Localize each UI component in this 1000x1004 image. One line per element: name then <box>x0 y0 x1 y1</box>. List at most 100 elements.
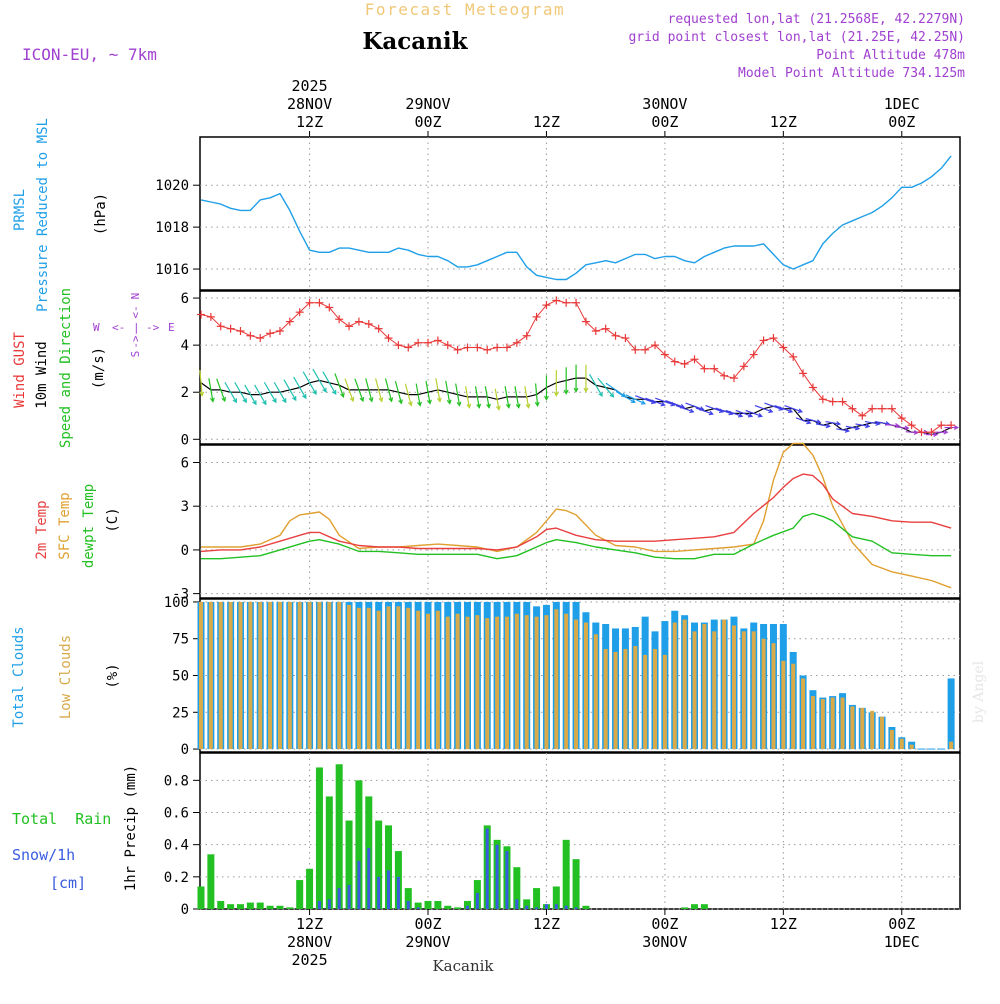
wind-direction-arrow <box>283 379 297 402</box>
wind-arrow-head <box>505 403 511 409</box>
wind-arrow-head <box>573 387 579 393</box>
wind-gust-marker <box>907 421 916 430</box>
compass-s: S <box>129 351 142 358</box>
snow-bar <box>387 870 391 909</box>
low-cloud-bar <box>583 622 588 750</box>
wind-direction-arrow <box>273 381 287 404</box>
precip-unit: 1hr Precip (mm) <box>123 765 139 891</box>
point-altitude: Point Altitude 478m <box>816 48 965 63</box>
wind-arrow-head <box>340 392 345 399</box>
wind-arrow-head <box>262 400 267 406</box>
compass-e: E <box>168 321 175 334</box>
wind-gust-marker <box>384 334 393 343</box>
wind-gust-marker <box>285 317 294 326</box>
app-title: Forecast Meteogram <box>365 0 565 19</box>
wind-arrow-shaft <box>283 379 297 401</box>
snow-bar <box>495 844 499 909</box>
wind-arrow-shaft <box>524 386 530 408</box>
top-time-label: 30NOV <box>642 95 687 113</box>
wind-direction-arrow <box>254 384 267 406</box>
wind-arrow-shaft <box>655 397 675 406</box>
wind-direction-arrow <box>784 404 804 414</box>
low-cloud-bar <box>593 634 598 750</box>
pressure-label-1: PRMSL <box>12 189 28 231</box>
wind-arrow-head <box>630 398 636 403</box>
y-tick-label: -3 <box>172 587 189 603</box>
grid-point-coords: grid point closest lon,lat (21.25E, 42.2… <box>628 30 965 45</box>
wind-arrow-shaft <box>635 395 656 404</box>
snow-bar <box>475 892 479 909</box>
snow-bar <box>544 904 548 909</box>
wind-arrow-head <box>553 391 559 397</box>
y-tick-label: 4 <box>181 338 189 354</box>
wind-gust-marker <box>808 383 817 392</box>
top-time-label: 12Z <box>533 113 560 131</box>
low-cloud-bar <box>662 654 667 750</box>
wind-label-1: Wind GUST <box>12 332 28 408</box>
low-cloud-bar <box>692 631 697 750</box>
wind-direction-arrow <box>322 371 337 395</box>
wind-arrow-shaft <box>384 378 393 402</box>
wind-direction-arrow <box>705 404 725 414</box>
wind-direction-arrow <box>312 368 327 393</box>
wind-gust-marker <box>354 317 363 326</box>
wind-gust-marker <box>236 327 245 336</box>
wind-gust-marker <box>720 371 729 380</box>
snow-bar <box>337 888 341 909</box>
compass-n: N <box>129 293 142 300</box>
y-tick-label: 3 <box>181 499 189 515</box>
snow-bar <box>377 876 381 909</box>
wind-arrow-shaft <box>415 383 421 406</box>
y-tick-label: 0 <box>181 902 189 918</box>
low-cloud-bar <box>751 631 756 750</box>
low-cloud-bar <box>712 631 717 750</box>
wind-arrow-shaft <box>864 420 880 425</box>
wind-gust-marker <box>799 369 808 378</box>
bottom-time-label: 00Z <box>651 915 678 933</box>
wind-arrow-head <box>495 405 501 411</box>
y-tick-label: 100 <box>164 595 189 611</box>
low-cloud-bar <box>277 601 282 750</box>
wind-direction-arrow <box>815 423 831 429</box>
low-cloud-bar <box>810 696 815 750</box>
low-cloud-bar <box>564 613 569 750</box>
wind-arrow-shaft <box>815 423 830 427</box>
wind-arrow-head <box>534 401 540 407</box>
snow-bar <box>416 907 420 909</box>
wind-arrow-head <box>199 391 205 397</box>
wind-arrow-head <box>854 425 861 431</box>
rain-bar <box>315 767 323 909</box>
wind-arrow-head <box>943 429 949 435</box>
low-cloud-bar <box>238 601 243 750</box>
wind-gust-marker <box>394 341 403 350</box>
wind-arrow-head <box>417 401 422 407</box>
wind-arrow-shaft <box>754 404 773 413</box>
wind-gust-marker <box>206 312 215 321</box>
wind-arrow-head <box>427 399 432 405</box>
wind-arrow-shaft <box>625 394 646 405</box>
wind-gust-marker <box>581 317 590 326</box>
low-cloud-bar <box>426 613 431 750</box>
wind-gust-marker <box>364 319 373 328</box>
wind-gust-marker <box>433 336 442 345</box>
wind-arrow-shaft <box>216 378 226 402</box>
wind-direction-arrow <box>293 376 307 400</box>
low-cloud-bar <box>880 716 885 750</box>
wind-gust-marker <box>739 362 748 371</box>
snow-bar <box>357 860 361 909</box>
wind-direction-arrow <box>735 409 754 418</box>
wind-arrow-head <box>768 408 774 414</box>
wind-arrow-head <box>349 396 355 403</box>
compass-center: | <box>133 321 140 334</box>
wind-arrow-shaft <box>224 381 237 403</box>
snow-bar <box>367 847 371 909</box>
wind-arrow-shaft <box>404 383 412 406</box>
wind-gust-marker <box>611 331 620 340</box>
snow-bar <box>515 899 519 909</box>
snow-bar <box>535 907 539 909</box>
wind-arrow-head <box>272 398 277 404</box>
low-cloud-bar <box>603 649 608 750</box>
wind-gust-marker <box>552 296 561 305</box>
wind-arrow-head <box>398 399 403 405</box>
pressure-label-2: Pressure Reduced to MSL <box>35 118 51 312</box>
